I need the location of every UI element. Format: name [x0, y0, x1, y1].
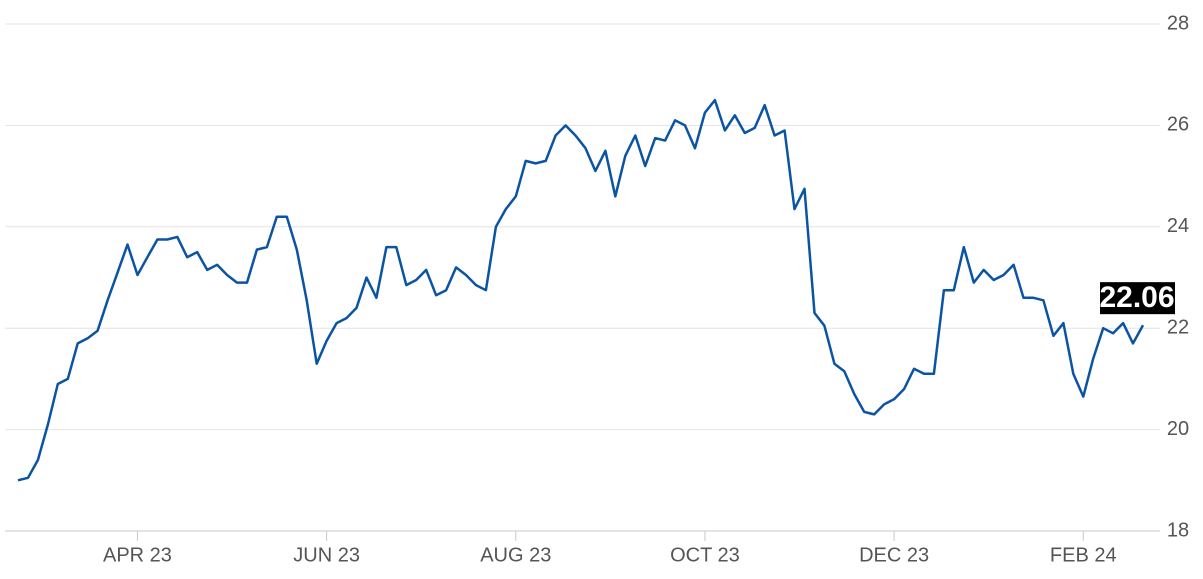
last-value-label: 22.06	[1099, 281, 1174, 314]
y-tick-label: 20	[1167, 418, 1189, 440]
y-tick-label: 22	[1167, 316, 1189, 338]
x-tick-label: DEC 23	[859, 544, 929, 566]
y-tick-label: 18	[1167, 519, 1189, 541]
last-value-box	[1100, 282, 1175, 315]
x-tick-label: APR 23	[103, 544, 172, 566]
x-tick-label: FEB 24	[1050, 544, 1117, 566]
price-line	[17, 98, 1145, 482]
x-tick-label: JUN 23	[293, 544, 360, 566]
x-tick-label: AUG 23	[480, 544, 551, 566]
x-tick-label: OCT 23	[670, 544, 740, 566]
y-tick-label: 24	[1167, 215, 1189, 237]
y-tick-label: 26	[1167, 114, 1189, 136]
y-tick-label: 28	[1167, 12, 1189, 34]
